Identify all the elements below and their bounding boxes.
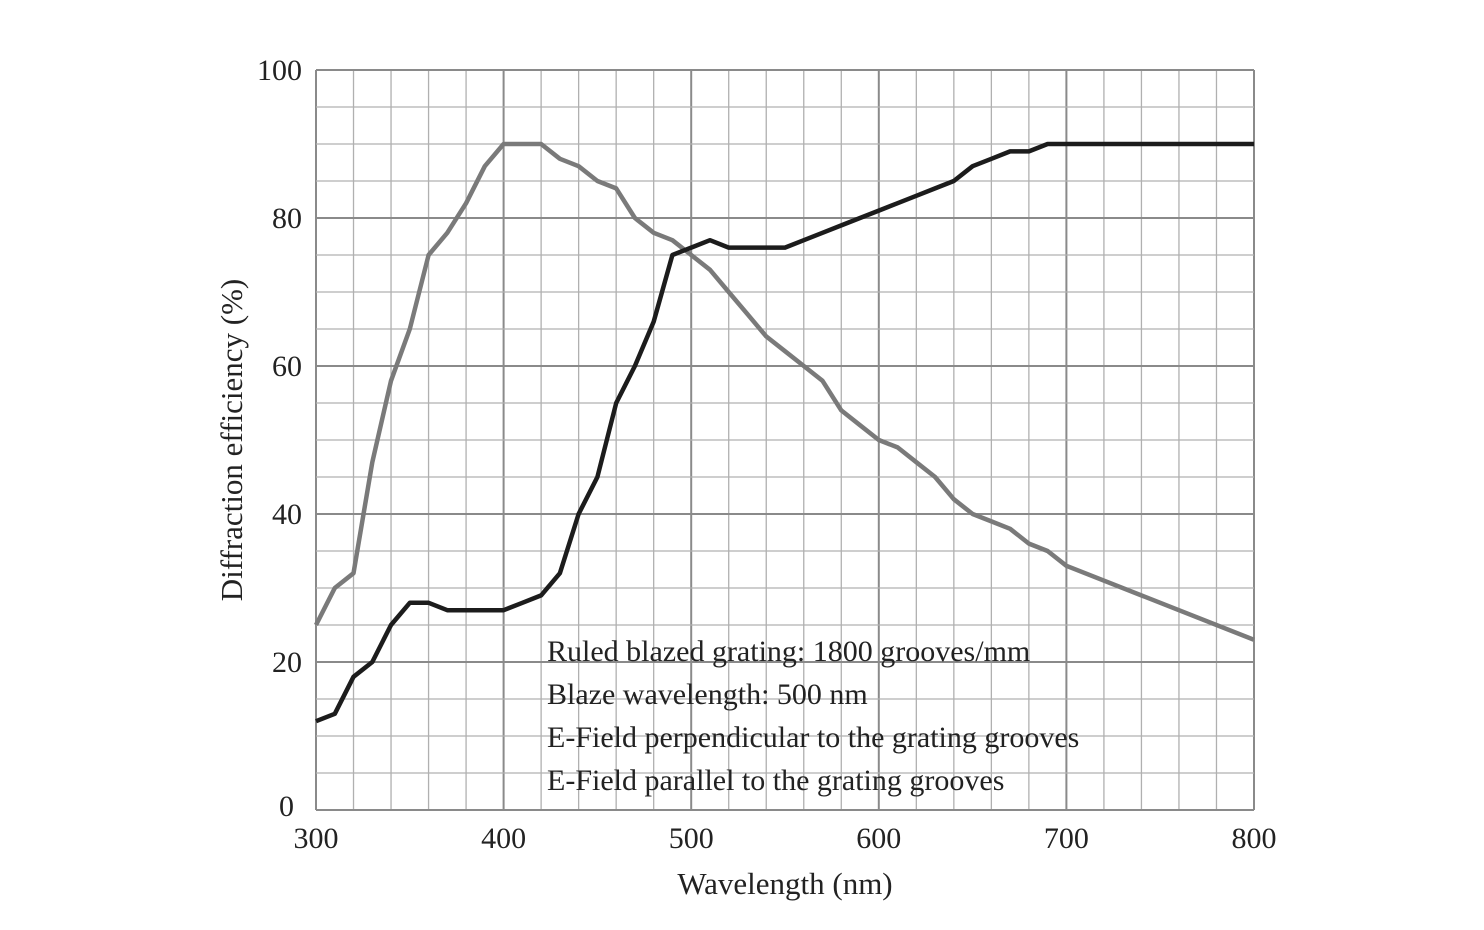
x-tick-label: 400 <box>481 822 526 855</box>
x-tick-label: 300 <box>294 822 339 855</box>
x-tick-label: 600 <box>856 822 901 855</box>
grid <box>315 69 1255 811</box>
annotation-grating: Ruled blazed grating: 1800 grooves/mm <box>547 635 1030 668</box>
x-tick-label: 500 <box>669 822 714 855</box>
y-tick-labels: 0 20 40 60 80 100 <box>257 54 302 823</box>
y-tick-label: 80 <box>272 202 302 235</box>
annotation-perpendicular: E-Field perpendicular to the grating gro… <box>547 721 1079 754</box>
series-line-0 <box>313 141 1255 642</box>
y-tick-label: 60 <box>272 350 302 383</box>
annotation-block: Ruled blazed grating: 1800 grooves/mm Bl… <box>547 635 1079 797</box>
y-tick-label: 40 <box>272 498 302 531</box>
series-line-1 <box>315 141 1254 724</box>
annotation-parallel: E-Field parallel to the grating grooves <box>547 764 1004 797</box>
x-tick-label: 800 <box>1232 822 1277 855</box>
series-lines <box>313 141 1255 724</box>
annotation-blaze: Blaze wavelength: 500 nm <box>547 678 868 711</box>
y-tick-label: 20 <box>272 646 302 679</box>
y-tick-label: 100 <box>257 54 302 87</box>
y-tick-label: 0 <box>279 790 294 823</box>
y-axis-label: Diffraction efficiency (%) <box>214 279 249 601</box>
x-axis-label: Wavelength (nm) <box>677 866 892 901</box>
x-tick-label: 700 <box>1044 822 1089 855</box>
x-tick-labels: 300 400 500 600 700 800 <box>294 822 1277 855</box>
